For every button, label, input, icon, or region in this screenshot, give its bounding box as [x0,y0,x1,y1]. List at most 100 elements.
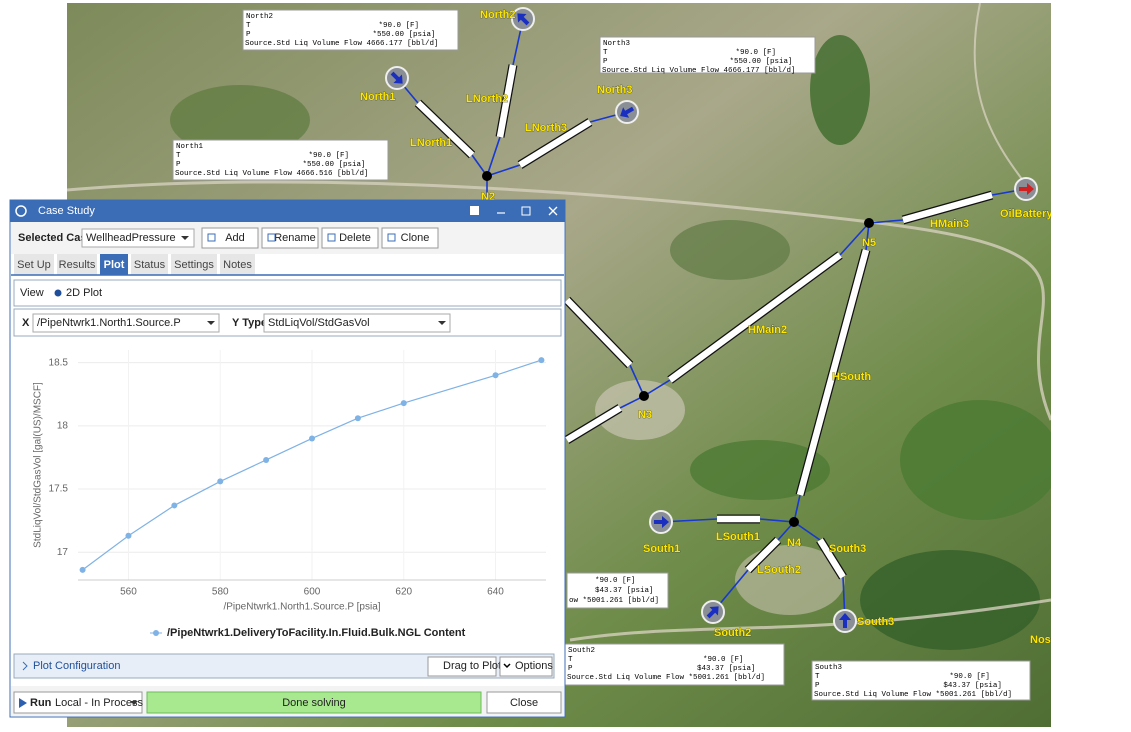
info-box-bg [564,643,785,686]
node[interactable] [789,517,799,527]
road [569,598,1051,642]
toolbar-button[interactable] [261,227,319,249]
road [973,3,1031,191]
x-dropdown[interactable] [32,313,220,333]
x-axis-label: /PipeNtwrk1.North1.Source.P [psia] [223,602,380,613]
y-type-dropdown-value: StdLiqVol/StdGasVol [268,317,370,329]
vegetation [670,220,790,280]
info-key: P [176,161,181,169]
chart: 17 17.5 18 18.5 560 580 600 620 640/PipeNtwrk1.N… [33,350,546,639]
node[interactable] [482,171,492,181]
source-arrow [390,71,403,84]
source-arrow [620,106,635,118]
data-point [492,372,499,379]
pipe[interactable] [518,119,592,168]
tab[interactable] [14,254,54,275]
connector [793,521,821,541]
data-point [309,435,315,442]
info-value: $43.37 [psia] [697,665,756,673]
options-arrow [503,663,511,669]
info-key: P [568,665,573,673]
toolbar-button[interactable] [381,227,439,249]
info-title: South2 [568,647,595,655]
y-tick-label: 17 [57,547,69,558]
pipe[interactable] [796,249,870,496]
info-value: *90.0 [F] [595,577,636,585]
pipe[interactable] [902,191,993,224]
info-value: *550.00 [psia] [302,161,365,169]
pipe[interactable] [745,537,781,573]
button-icon [387,233,396,242]
data-point [125,532,132,539]
info-value: *90.0 [F] [949,673,990,681]
connector [868,219,904,224]
y-type-dropdown[interactable] [263,313,451,333]
toolbar-button[interactable] [201,227,259,249]
case-dropdown[interactable] [81,228,195,248]
y-axis-label: StdLiqVol/StdGasVol [gal(US)/MSCF] [33,382,44,548]
info-key: T [603,49,608,57]
options-button[interactable] [499,656,553,677]
run-icon [19,698,27,708]
data-point [171,502,178,509]
maximize-button[interactable] [521,206,531,216]
map-label: South3 [857,616,894,628]
tab[interactable] [171,254,217,275]
vegetation [900,400,1051,520]
toolbar-button-label: Add [225,232,245,244]
source-arrow [1019,183,1034,195]
tab[interactable] [131,254,168,275]
pipe[interactable] [496,64,517,138]
node[interactable] [864,218,874,228]
info-flow: Source.Std Liq Volume Flow *5001.261 [bb… [814,691,1012,699]
map-label: N5 [862,237,876,249]
pipe[interactable] [415,100,475,158]
map-label: North2 [480,9,515,21]
info-title: North1 [176,143,204,151]
map-label: South1 [643,543,680,555]
info-key: P [815,682,820,690]
source-arrow [839,613,851,628]
tab-label: Settings [174,259,214,271]
run-button[interactable] [13,691,143,714]
drag-button[interactable] [427,656,497,677]
pipe[interactable] [817,538,846,579]
expander-arrow [22,661,28,671]
pipe[interactable] [668,252,842,383]
pipe[interactable] [564,297,633,368]
node[interactable] [639,391,649,401]
toolbar-button[interactable] [321,227,379,249]
info-value: *90.0 [F] [735,49,776,57]
source-arrow [517,13,530,26]
tab[interactable] [57,254,97,275]
info-key: T [176,152,181,160]
close-dialog-button[interactable] [486,691,562,714]
info-box-bg [172,139,389,181]
tab[interactable] [100,254,128,275]
map-label: N3 [638,409,652,421]
radio-selected[interactable] [54,289,62,297]
tab[interactable] [220,254,255,275]
status-text: Done solving [282,697,346,709]
dropdown-arrow [438,321,446,325]
button-icon [327,233,336,242]
pipe[interactable] [565,405,622,443]
info-box-bg [242,9,459,51]
map-label: North1 [360,91,395,103]
toolbar-button-label: Delete [339,232,371,244]
map-label: HMain2 [748,324,787,336]
map-label: HMain3 [930,218,969,230]
run-label: Run [30,697,52,709]
source-arrow [706,606,719,619]
info-value: $43.37 [psia] [943,682,1002,690]
data-point [354,415,361,422]
pin-button[interactable] [470,206,479,215]
close-button[interactable] [548,206,558,216]
legend-marker [153,630,159,636]
run-mode: Local - In Process [55,697,144,709]
clearing [735,545,845,615]
y-type-label: Y Type [232,317,267,329]
info-key: T [246,22,251,30]
